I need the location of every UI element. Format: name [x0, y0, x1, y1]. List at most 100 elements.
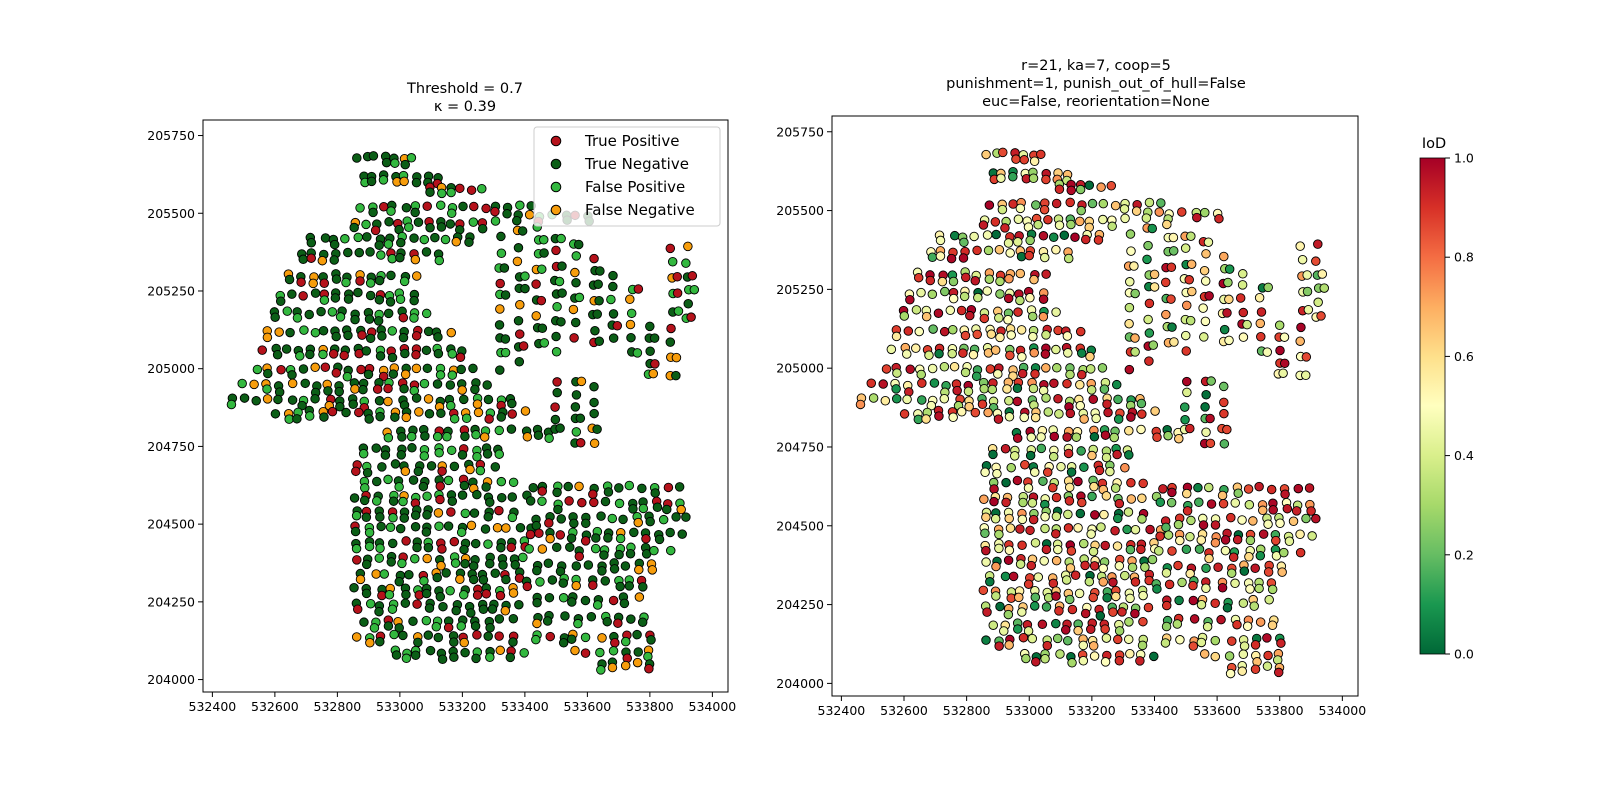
- iod-point: [892, 368, 902, 378]
- iod-point: [1003, 314, 1013, 325]
- iod-point: [1039, 204, 1050, 215]
- iod-point: [1216, 614, 1226, 625]
- false-positive-point: [371, 496, 382, 506]
- iod-point: [1224, 294, 1234, 305]
- iod-point: [1267, 620, 1278, 630]
- iod-point: [1040, 512, 1050, 522]
- iod-point: [1187, 286, 1197, 297]
- true-negative-point: [395, 523, 406, 534]
- true-positive-point: [564, 496, 574, 506]
- iod-point: [866, 378, 877, 388]
- iod-point: [964, 402, 974, 412]
- true-positive-point: [356, 364, 366, 375]
- iod-point: [1161, 600, 1172, 611]
- iod-point: [1023, 626, 1034, 636]
- iod-point: [998, 147, 1008, 158]
- iod-point: [1167, 546, 1177, 556]
- true-positive-point: [494, 505, 504, 516]
- iod-point: [984, 274, 995, 284]
- true-negative-point: [361, 346, 372, 356]
- iod-point: [1009, 451, 1020, 461]
- iod-point: [1311, 256, 1321, 266]
- iod-point: [1196, 637, 1207, 648]
- x-tick-label: 533600: [564, 699, 612, 714]
- iod-point: [899, 311, 910, 321]
- false-positive-point: [432, 431, 443, 442]
- iod-point: [1030, 538, 1041, 548]
- true-negative-point: [580, 595, 591, 606]
- false-positive-point: [518, 552, 528, 563]
- true-positive-point: [613, 618, 623, 628]
- iod-point: [1262, 347, 1272, 357]
- colorbar-tick-label: 0.2: [1454, 547, 1474, 562]
- false-positive-point: [574, 292, 585, 303]
- true-negative-point: [420, 431, 430, 441]
- false-positive-point: [387, 326, 398, 336]
- true-negative-point: [275, 296, 286, 306]
- false-positive-point: [364, 541, 375, 552]
- iod-point: [1103, 407, 1113, 418]
- iod-point: [1077, 369, 1087, 380]
- iod-point: [1258, 505, 1268, 516]
- true-negative-point: [525, 496, 536, 506]
- iod-point: [1127, 562, 1138, 573]
- iod-point: [1012, 396, 1023, 407]
- false-positive-point: [440, 234, 451, 245]
- iod-point: [1064, 496, 1075, 506]
- iod-point: [995, 332, 1005, 343]
- true-negative-point: [410, 207, 420, 218]
- false-negative-point: [436, 560, 446, 571]
- iod-point: [982, 607, 992, 617]
- classification-panel: Threshold = 0.7 κ = 0.39 532400 532600 532…: [147, 81, 736, 714]
- true-negative-point: [460, 431, 470, 442]
- right-y-axis: 204000 204250 204500 204750 205000 205250 2055…: [776, 124, 832, 691]
- true-negative-point: [445, 219, 456, 229]
- true-negative-point: [310, 288, 321, 298]
- false-positive-point: [419, 234, 430, 245]
- true-negative-point: [424, 603, 435, 613]
- false-negative-point: [501, 523, 511, 533]
- false-negative-point: [671, 352, 682, 363]
- true-negative-point: [597, 566, 607, 576]
- iod-point: [1182, 488, 1192, 499]
- iod-point: [868, 393, 879, 403]
- iod-point: [1158, 484, 1168, 494]
- iod-point: [1235, 293, 1246, 303]
- iod-point: [1262, 661, 1273, 671]
- true-positive-point: [537, 486, 548, 496]
- iod-point: [1106, 180, 1117, 191]
- true-negative-point: [471, 653, 481, 664]
- true-positive-point: [446, 507, 456, 517]
- iod-point: [1114, 561, 1125, 571]
- iod-point: [1137, 409, 1147, 419]
- true-negative-point: [683, 298, 693, 309]
- true-positive-point: [298, 291, 308, 301]
- iod-point: [1238, 332, 1249, 342]
- true-negative-point: [331, 331, 341, 342]
- false-negative-point: [410, 254, 421, 265]
- true-negative-point: [550, 414, 561, 425]
- false-positive-point: [558, 593, 569, 603]
- false-negative-point: [371, 569, 381, 579]
- false-positive-point: [573, 618, 583, 629]
- iod-point: [1313, 297, 1323, 308]
- true-negative-point: [557, 261, 567, 271]
- true-negative-point: [298, 364, 309, 374]
- true-negative-point: [395, 252, 405, 263]
- true-negative-point: [304, 309, 314, 320]
- true-positive-point: [641, 534, 651, 544]
- colorbar-ticks: 0.0 0.2 0.4 0.6 0.8 1.0: [1445, 151, 1474, 662]
- true-negative-point: [501, 574, 511, 585]
- iod-point: [1273, 667, 1284, 678]
- iod-point: [1085, 351, 1095, 362]
- true-negative-point: [353, 287, 363, 298]
- iod-point: [1073, 523, 1083, 533]
- true-negative-point: [425, 187, 435, 197]
- iod-point: [1185, 531, 1195, 542]
- iod-point: [1313, 239, 1323, 249]
- iod-point: [1098, 214, 1108, 225]
- true-negative-point: [608, 333, 619, 343]
- iod-point: [1008, 171, 1018, 182]
- iod-point: [989, 484, 999, 494]
- iod-point: [903, 326, 914, 336]
